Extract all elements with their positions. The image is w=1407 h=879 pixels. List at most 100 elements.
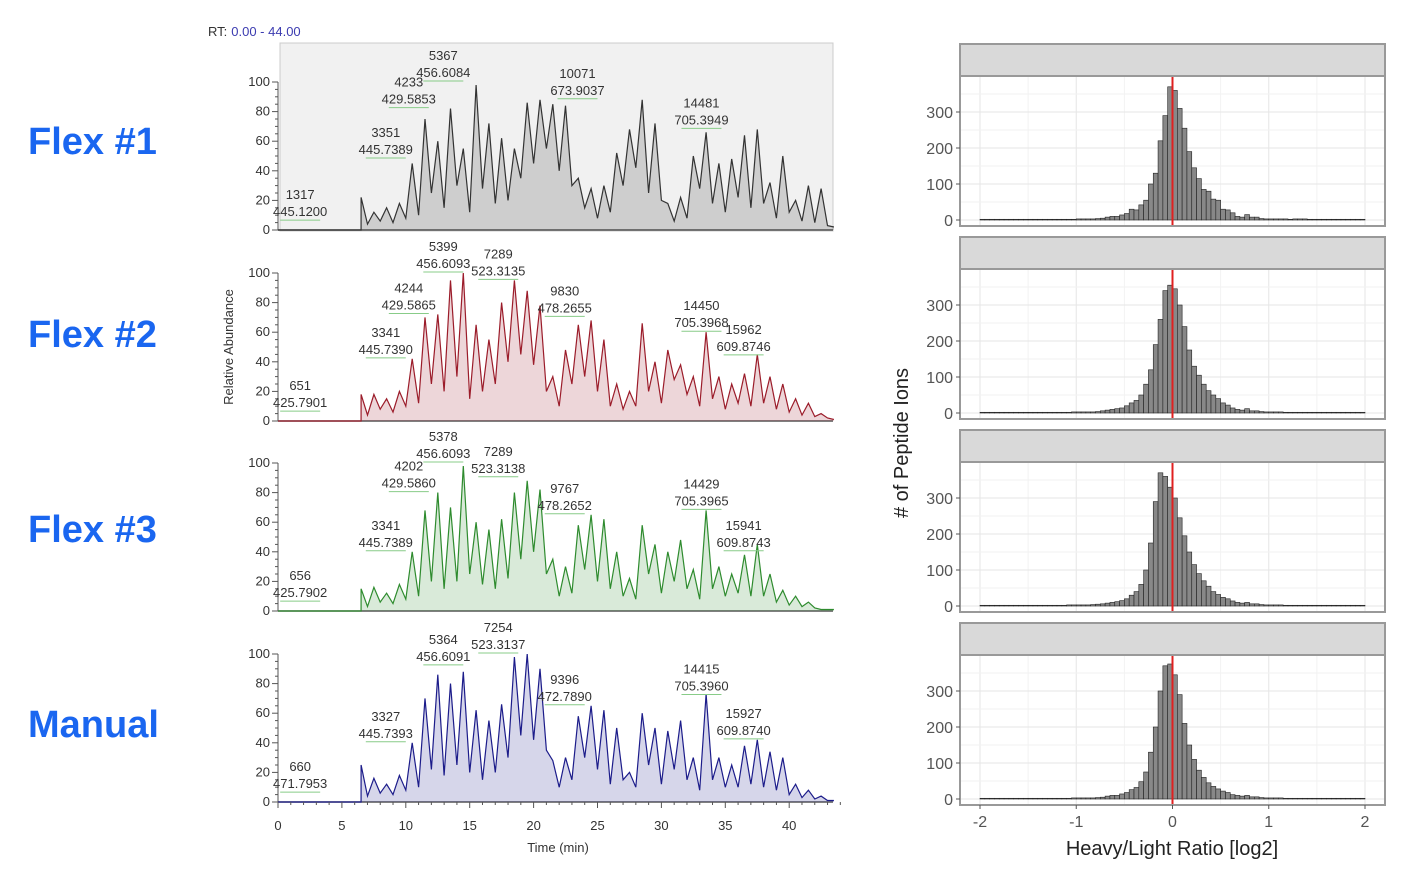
histogram-bar	[1051, 411, 1058, 414]
histogram-bar	[1181, 127, 1188, 221]
histogram-bar	[1042, 604, 1048, 607]
x-tick-label: 0	[1168, 814, 1177, 831]
histogram-bar	[1095, 411, 1101, 414]
histogram-bar	[1355, 218, 1361, 221]
histogram-bar	[1278, 797, 1284, 800]
peak-scan-label: 15962	[726, 322, 762, 337]
y-tick-label: 200	[926, 141, 953, 158]
histogram-bar	[1258, 218, 1265, 221]
histograms: 0 100 200 300 0 100 200 300 0 100 200 300 0 100 200 300…	[926, 43, 1386, 831]
peak-mz-label: 472.7890	[538, 689, 592, 704]
histogram-bar	[1047, 411, 1053, 414]
y-tick-label: 20	[256, 192, 270, 207]
histogram-bar	[979, 411, 986, 414]
histogram-bar	[1157, 690, 1164, 800]
histogram-bar	[1326, 218, 1332, 221]
rt-header: RT: 0.00 - 44.00	[208, 24, 301, 39]
histogram-bar	[994, 797, 1000, 800]
histogram-bar	[1234, 409, 1241, 414]
histogram-bar	[1090, 604, 1096, 607]
histogram-bar	[1100, 796, 1106, 800]
histogram-bar	[1350, 797, 1356, 800]
x-tick-label: 15	[462, 818, 476, 833]
histogram-bar	[1080, 218, 1087, 221]
x-tick-label: 2	[1361, 814, 1370, 831]
peak-mz-label: 471.7953	[273, 776, 327, 791]
histogram-bar	[1027, 797, 1034, 800]
histogram-bar	[984, 218, 990, 221]
x-tick-label: 10	[399, 818, 413, 833]
peak-scan-label: 9830	[550, 283, 579, 298]
chromatograms: 0204060801001317445.12003351445.73894233…	[248, 48, 841, 833]
histogram-bar	[1244, 795, 1250, 800]
histogram-bar	[1331, 218, 1337, 221]
histogram-bar	[1124, 598, 1130, 607]
histogram-bar	[1191, 167, 1197, 221]
histogram-bar	[1109, 216, 1116, 221]
histogram-bar	[1037, 411, 1043, 414]
histogram-bar	[1345, 604, 1351, 607]
histogram-bar	[1095, 218, 1101, 221]
histogram-bar	[1244, 602, 1250, 607]
x-tick-label: -2	[973, 814, 987, 831]
histogram-bar	[1191, 759, 1197, 800]
histogram-bar	[1181, 723, 1188, 800]
histogram-bar	[1104, 602, 1111, 607]
histogram-bar	[1287, 604, 1294, 607]
histogram-bar	[1128, 789, 1135, 800]
histogram-bar	[1239, 216, 1245, 221]
peak-mz-label: 609.8746	[717, 339, 771, 354]
histogram-bar	[1254, 216, 1260, 221]
histogram-bar	[1003, 218, 1010, 221]
histogram-bar	[1148, 751, 1154, 800]
histogram-bar	[1181, 326, 1188, 414]
histogram-bar	[1056, 411, 1063, 414]
trace-fill	[278, 85, 834, 230]
peak-scan-label: 15941	[726, 518, 762, 533]
peak-mz-label: 445.7389	[359, 142, 413, 157]
peak-scan-label: 3341	[371, 518, 400, 533]
histogram-bar	[1249, 410, 1255, 414]
histogram-bar	[1148, 369, 1154, 414]
peak-scan-label: 5367	[429, 48, 458, 63]
peak-mz-label: 705.3949	[674, 112, 728, 127]
y-tick-label: 20	[256, 764, 270, 779]
trace-line	[278, 465, 834, 612]
y-tick-label: 20	[256, 383, 270, 398]
histogram-bar	[1013, 218, 1019, 221]
histogram-bar	[1047, 218, 1053, 221]
peak-scan-label: 14415	[683, 661, 719, 676]
histogram-bar	[1042, 797, 1048, 800]
histogram-bar	[1095, 603, 1101, 607]
histogram-bar	[1143, 569, 1149, 607]
histogram-bar	[1061, 411, 1067, 414]
peak-scan-label: 5399	[429, 239, 458, 254]
histogram-bar	[1234, 602, 1241, 607]
histogram-bar	[1306, 411, 1313, 414]
histogram-bar	[1119, 793, 1125, 800]
histogram-bar	[1292, 218, 1298, 221]
histogram-bar	[1013, 411, 1019, 414]
histogram-bar	[1177, 517, 1183, 607]
trace-fill	[278, 654, 834, 802]
histogram-bar	[1306, 218, 1313, 221]
histogram-bar	[1056, 797, 1063, 800]
trace-fill	[278, 466, 834, 611]
y-tick-label: 100	[926, 177, 953, 194]
histogram-bar	[1282, 797, 1289, 800]
peak-mz-label: 445.7393	[359, 726, 413, 741]
histogram-bar	[1027, 218, 1034, 221]
histogram-bar	[1278, 604, 1284, 607]
histogram-bar	[1229, 212, 1236, 221]
y-tick-label: 100	[248, 74, 270, 89]
y-tick-label: 300	[926, 105, 953, 122]
y-tick-label: 200	[926, 720, 953, 737]
histogram-bar	[1254, 796, 1260, 800]
histogram-bar	[1051, 797, 1058, 800]
histogram-bar	[1037, 604, 1043, 607]
histogram-bar	[1085, 411, 1091, 414]
histogram-bar	[1186, 349, 1193, 414]
histogram-bar	[1210, 591, 1217, 607]
histogram-bar	[1013, 604, 1019, 607]
